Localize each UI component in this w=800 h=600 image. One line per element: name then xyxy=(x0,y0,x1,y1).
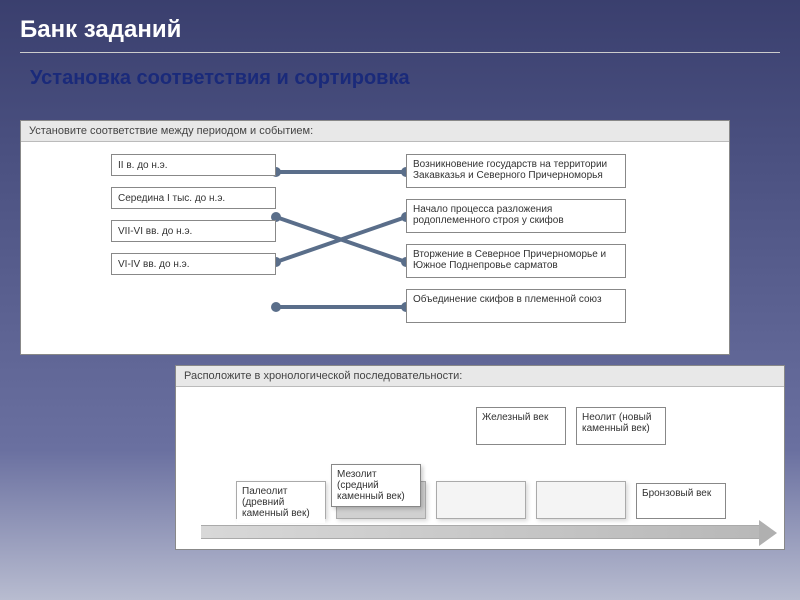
sort-item[interactable]: Мезолит (средний каменный век) xyxy=(331,464,421,507)
arrow-head-icon xyxy=(759,520,777,546)
matching-prompt: Установите соответствие между периодом и… xyxy=(21,121,729,142)
left-item[interactable]: VII-VI вв. до н.э. xyxy=(111,220,276,242)
timeline-arrow xyxy=(201,525,761,539)
sort-item[interactable]: Железный век xyxy=(476,407,566,445)
left-item[interactable]: VI-IV вв. до н.э. xyxy=(111,253,276,275)
sorting-body: Железный век Неолит (новый каменный век)… xyxy=(176,387,784,547)
right-item[interactable]: Вторжение в Северное Причерноморье и Южн… xyxy=(406,244,626,278)
left-item[interactable]: II в. до н.э. xyxy=(111,154,276,176)
sorting-prompt: Расположите в хронологической последоват… xyxy=(176,366,784,387)
matching-panel: Установите соответствие между периодом и… xyxy=(20,120,730,355)
subtitle: Установка соответствия и сортировка xyxy=(0,53,800,100)
drop-slot[interactable]: Палеолит (древний каменный век) xyxy=(236,481,326,519)
page-title: Банк заданий xyxy=(0,0,800,52)
sorting-panel: Расположите в хронологической последоват… xyxy=(175,365,785,550)
sort-item[interactable]: Неолит (новый каменный век) xyxy=(576,407,666,445)
drop-slot[interactable] xyxy=(436,481,526,519)
right-item[interactable]: Возникновение государств на территории З… xyxy=(406,154,626,188)
right-item[interactable]: Объединение скифов в племенной союз xyxy=(406,289,626,323)
right-item[interactable]: Начало процесса разложения родоплеменног… xyxy=(406,199,626,233)
left-item[interactable]: Середина I тыс. до н.э. xyxy=(111,187,276,209)
sort-item[interactable]: Бронзовый век xyxy=(636,483,726,519)
matching-body: II в. до н.э. Середина I тыс. до н.э. VI… xyxy=(21,142,729,352)
drop-slot[interactable] xyxy=(536,481,626,519)
